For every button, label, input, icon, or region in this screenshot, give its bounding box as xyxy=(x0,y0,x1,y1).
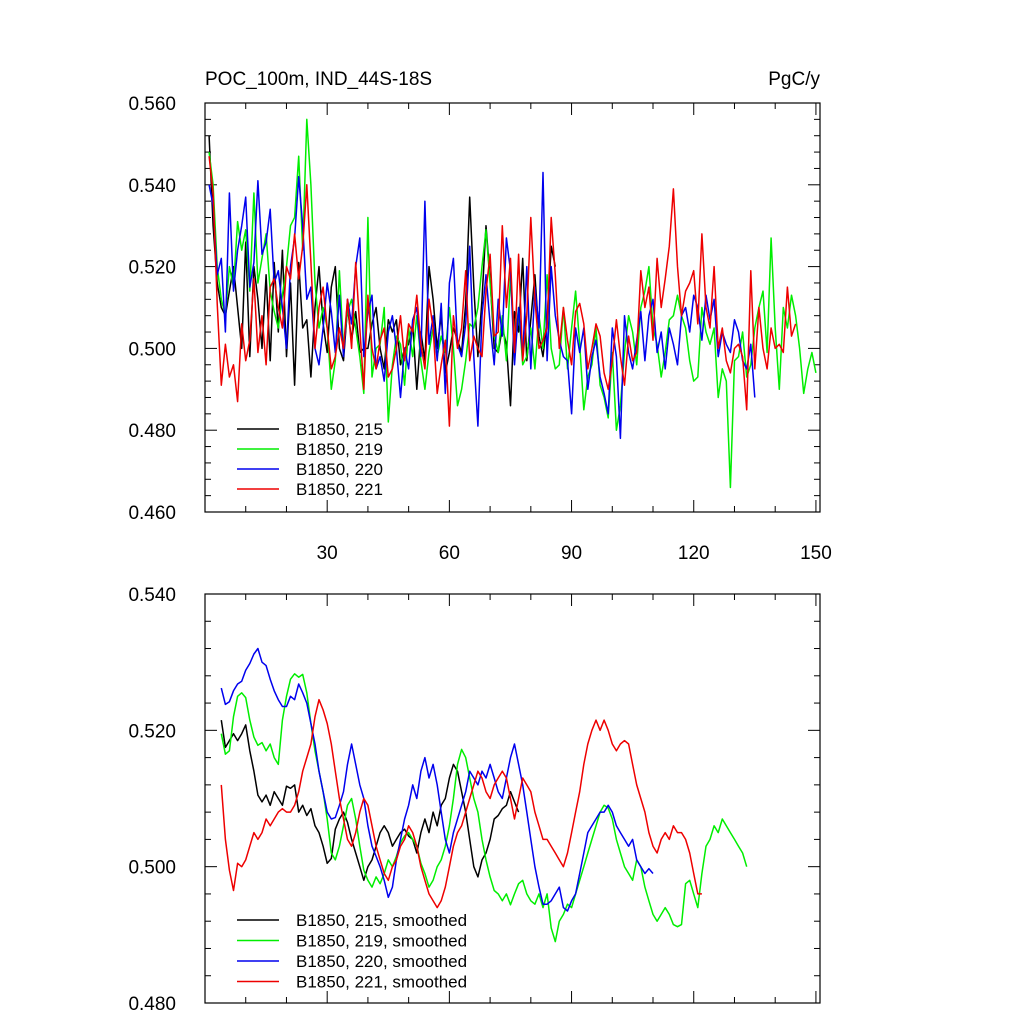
bottom-panel: 0.480 0.500 0.520 0.540 B1850, 215, smoothed… xyxy=(128,585,821,1015)
legend-label: B1850, 220, smoothed xyxy=(296,952,467,971)
y-tick-label: 0.480 xyxy=(128,421,176,442)
x-axis: 30 60 90 120 150 xyxy=(245,103,832,564)
y-tick-label: 0.520 xyxy=(128,258,176,279)
y-axis: 0.480 0.500 0.520 0.540 xyxy=(128,585,820,1015)
x-tick-label: 30 xyxy=(317,543,338,564)
units-label: PgC/y xyxy=(768,69,820,90)
y-axis: 0.460 0.480 0.500 0.520 0.540 0.560 xyxy=(128,94,820,524)
series-line-4 xyxy=(220,698,702,909)
series-line-1 xyxy=(220,719,520,882)
legend: B1850, 215, smoothed B1850, 219, smoothed… xyxy=(237,911,467,992)
legend-label: B1850, 220 xyxy=(296,460,383,479)
series-line-2 xyxy=(220,673,748,943)
x-axis xyxy=(245,594,817,1003)
series-group xyxy=(220,647,748,943)
x-tick-label: 90 xyxy=(561,543,582,564)
x-tick-label: 60 xyxy=(439,543,460,564)
y-tick-label: 0.520 xyxy=(128,721,176,742)
plot-frame xyxy=(204,102,821,513)
series-line-4 xyxy=(208,156,797,427)
series-group xyxy=(208,118,817,489)
y-tick-label: 0.460 xyxy=(128,503,176,524)
top-panel: 0.460 0.480 0.500 0.520 0.540 0.560 30 60 90 120 1… xyxy=(128,69,831,564)
legend-label: B1850, 221 xyxy=(296,480,383,499)
legend-label: B1850, 215 xyxy=(296,420,383,439)
y-tick-label: 0.500 xyxy=(128,339,176,360)
series-line-3 xyxy=(208,171,756,440)
x-tick-label: 150 xyxy=(800,543,832,564)
legend-label: B1850, 219 xyxy=(296,440,383,459)
legend-label: B1850, 221, smoothed xyxy=(296,973,467,992)
y-tick-label: 0.480 xyxy=(128,994,176,1015)
legend-label: B1850, 219, smoothed xyxy=(296,932,467,951)
y-tick-label: 0.500 xyxy=(128,858,176,879)
y-tick-label: 0.540 xyxy=(128,176,176,197)
chart-title: POC_100m, IND_44S-18S xyxy=(205,69,432,90)
series-line-3 xyxy=(220,647,654,912)
y-tick-label: 0.560 xyxy=(128,94,176,115)
plot-frame xyxy=(204,593,821,1004)
x-tick-label: 120 xyxy=(678,543,710,564)
legend-label: B1850, 215, smoothed xyxy=(296,911,467,930)
y-tick-label: 0.540 xyxy=(128,585,176,606)
